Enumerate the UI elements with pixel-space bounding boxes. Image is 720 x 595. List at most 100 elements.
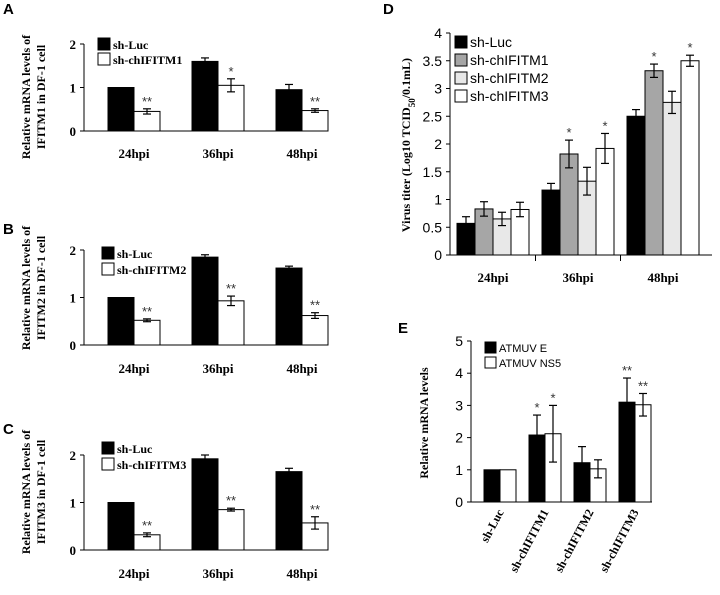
panel-a-bar <box>275 89 303 132</box>
panel-d-category-label: 36hpi <box>562 270 593 285</box>
panel-b: B Relative mRNA levels of IFITM2 in DF-1… <box>3 221 329 376</box>
panel-a-y-tick-label: 0 <box>70 124 77 139</box>
panel-e-significance-label: * <box>550 390 555 405</box>
panel-d-y-tick-label: 1 <box>434 192 442 208</box>
panel-a-ylabel-line2: IFITM1 in DF-1 cell <box>34 44 48 149</box>
panel-e-category-label: sh-chIFITM3 <box>597 507 642 575</box>
panel-e-legend-label: ATMUV E <box>499 343 547 355</box>
panel-c-significance-label: ** <box>310 502 320 517</box>
panel-d-y-tick-label: 0 <box>434 247 442 263</box>
panel-c-legend-swatch <box>101 441 115 455</box>
panel-b-ylabel-line2: IFITM2 in DF-1 cell <box>34 235 48 340</box>
panel-a-legend-swatch <box>97 37 111 51</box>
panel-letter-b: B <box>3 221 14 238</box>
panel-d-y-tick-label: 1.5 <box>423 164 443 180</box>
panel-e-ylabel: Relative mRNA levels <box>417 367 431 479</box>
panel-b-y-tick-label: 2 <box>70 243 77 258</box>
panel-c-ylabel-line1: Relative mRNA levels of <box>19 429 33 554</box>
panel-d-ylabel: Virus titer (Log10 TCID50/0.1mL) <box>399 58 417 232</box>
panel-d-significance-label: * <box>602 118 607 133</box>
panel-e-significance-label: ** <box>638 378 648 393</box>
panel-a-significance-label: * <box>228 64 233 79</box>
panel-c-y-tick-label: 2 <box>70 448 77 463</box>
panel-b-significance-label: ** <box>310 298 320 313</box>
panel-d-plot: 0 0.5 1 1.5 2 2.5 3 3.5 4 24hpi 36hpi 48hpi * * * * sh-L… <box>423 25 712 285</box>
panel-b-legend-label: sh-chIFITM2 <box>117 263 186 277</box>
panel-d-ylabel-part1: Virus titer (Log10 TCID <box>399 107 413 232</box>
panel-e-legend-label: ATMUV NS5 <box>499 358 561 370</box>
panel-c: C Relative mRNA levels of IFITM3 in DF-1… <box>3 421 329 581</box>
panel-b-significance-label: ** <box>226 281 236 296</box>
panel-b-bar <box>301 315 329 346</box>
panel-letter-e: E <box>398 320 408 337</box>
panel-e-category-label: sh-chIFITM1 <box>507 507 552 575</box>
panel-c-bar <box>107 502 135 551</box>
panel-a-y-tick-label: 2 <box>70 37 77 52</box>
panel-e-bar <box>499 469 517 503</box>
panel-a-bar <box>191 60 219 132</box>
panel-d: D Virus titer (Log10 TCID50/0.1mL) 0 0.5 1… <box>383 1 712 285</box>
panel-a-ylabel: Relative mRNA levels of IFITM1 in DF-1 c… <box>19 34 48 159</box>
panel-b-legend-swatch <box>101 246 115 260</box>
panel-c-plot: 0 1 2 24hpi 36hpi 48hpi ** ** ** sh-Luc sh-chIFITM… <box>70 441 329 581</box>
panel-c-bar <box>217 509 245 551</box>
panel-c-legend-label: sh-chIFITM3 <box>117 458 186 472</box>
panel-c-ylabel: Relative mRNA levels of IFITM3 in DF-1 c… <box>19 429 48 554</box>
panel-d-significance-label: * <box>566 125 571 140</box>
panel-e-y-tick-label: 3 <box>455 397 463 413</box>
panel-b-y-tick-label: 1 <box>70 291 77 306</box>
panel-d-ylabel-part2: /0.1mL) <box>399 58 413 99</box>
panel-c-category-label: 24hpi <box>118 566 149 581</box>
panel-b-legend-swatch <box>101 262 115 276</box>
panel-d-legend-label: sh-chIFITM1 <box>470 52 549 68</box>
panel-b-bar <box>191 256 219 346</box>
panel-e-bar <box>634 404 652 503</box>
panel-letter-c: C <box>3 421 14 438</box>
panel-a-category-label: 48hpi <box>286 146 317 161</box>
panel-d-bar <box>644 70 664 256</box>
panel-d-bar <box>626 115 646 256</box>
panel-b-legend-label: sh-Luc <box>117 247 153 261</box>
panel-c-y-tick-label: 0 <box>70 543 77 558</box>
panel-d-bar <box>541 189 561 256</box>
panel-c-y-tick-label: 1 <box>70 496 77 511</box>
panel-c-significance-label: ** <box>142 518 152 533</box>
panel-d-legend-swatch <box>454 89 468 103</box>
panel-e-category-label: sh-chIFITM2 <box>552 507 597 575</box>
panel-e-legend-swatch <box>484 341 497 354</box>
panel-d-legend-swatch <box>454 53 468 67</box>
panel-d-y-tick-label: 2 <box>434 136 442 152</box>
panel-c-significance-label: ** <box>226 493 236 508</box>
panel-a-bar <box>301 110 329 132</box>
panel-a-bar <box>217 84 245 132</box>
panel-b-plot: 0 1 2 24hpi 36hpi 48hpi ** ** ** sh-Luc sh-chIFITM… <box>70 243 329 376</box>
panel-d-legend-swatch <box>454 71 468 85</box>
panel-b-category-label: 48hpi <box>286 361 317 376</box>
panel-c-legend-swatch <box>101 457 115 471</box>
panel-e-legend-swatch <box>484 356 497 369</box>
panel-e-category-label: sh-Luc <box>478 506 507 544</box>
panel-b-bar <box>107 297 135 346</box>
panel-c-category-label: 48hpi <box>286 566 317 581</box>
panel-e-ylabel-text: Relative mRNA levels <box>417 367 431 479</box>
panel-e-plot: 0 1 2 3 4 5 sh-Luc sh-chIFITM1 sh-chIFITM2 sh-chI… <box>455 333 652 575</box>
panel-d-legend-swatch <box>454 35 468 49</box>
panel-letter-d: D <box>383 1 394 18</box>
panel-d-bar <box>595 147 615 256</box>
panel-e-significance-label: * <box>534 400 539 415</box>
panel-e-y-tick-label: 1 <box>455 462 463 478</box>
panel-d-legend-label: sh-Luc <box>470 34 512 50</box>
panel-d-significance-label: * <box>687 40 692 55</box>
panel-d-significance-label: * <box>651 49 656 64</box>
panel-a-significance-label: ** <box>142 94 152 109</box>
panel-e-y-tick-label: 0 <box>455 494 463 510</box>
panel-d-y-tick-label: 4 <box>434 25 442 41</box>
panel-a-significance-label: ** <box>310 94 320 109</box>
panel-a-category-label: 36hpi <box>202 146 233 161</box>
panel-e-bar <box>483 469 501 503</box>
panel-d-y-tick-label: 3.5 <box>423 53 443 69</box>
panel-c-bar <box>191 458 219 551</box>
panel-d-y-tick-label: 0.5 <box>423 219 443 235</box>
